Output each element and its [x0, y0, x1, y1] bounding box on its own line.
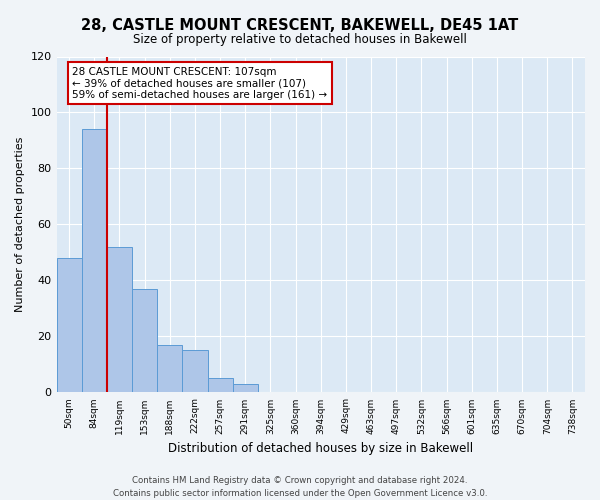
- Text: Contains HM Land Registry data © Crown copyright and database right 2024.
Contai: Contains HM Land Registry data © Crown c…: [113, 476, 487, 498]
- Bar: [157, 345, 182, 393]
- Text: 28, CASTLE MOUNT CRESCENT, BAKEWELL, DE45 1AT: 28, CASTLE MOUNT CRESCENT, BAKEWELL, DE4…: [82, 18, 518, 32]
- X-axis label: Distribution of detached houses by size in Bakewell: Distribution of detached houses by size …: [168, 442, 473, 455]
- Bar: [182, 350, 208, 393]
- Bar: [82, 130, 107, 392]
- Bar: [56, 258, 82, 392]
- Bar: [208, 378, 233, 392]
- Bar: [107, 247, 132, 392]
- Bar: [233, 384, 258, 392]
- Y-axis label: Number of detached properties: Number of detached properties: [15, 137, 25, 312]
- Text: 28 CASTLE MOUNT CRESCENT: 107sqm
← 39% of detached houses are smaller (107)
59% : 28 CASTLE MOUNT CRESCENT: 107sqm ← 39% o…: [73, 66, 328, 100]
- Bar: [132, 289, 157, 393]
- Text: Size of property relative to detached houses in Bakewell: Size of property relative to detached ho…: [133, 32, 467, 46]
